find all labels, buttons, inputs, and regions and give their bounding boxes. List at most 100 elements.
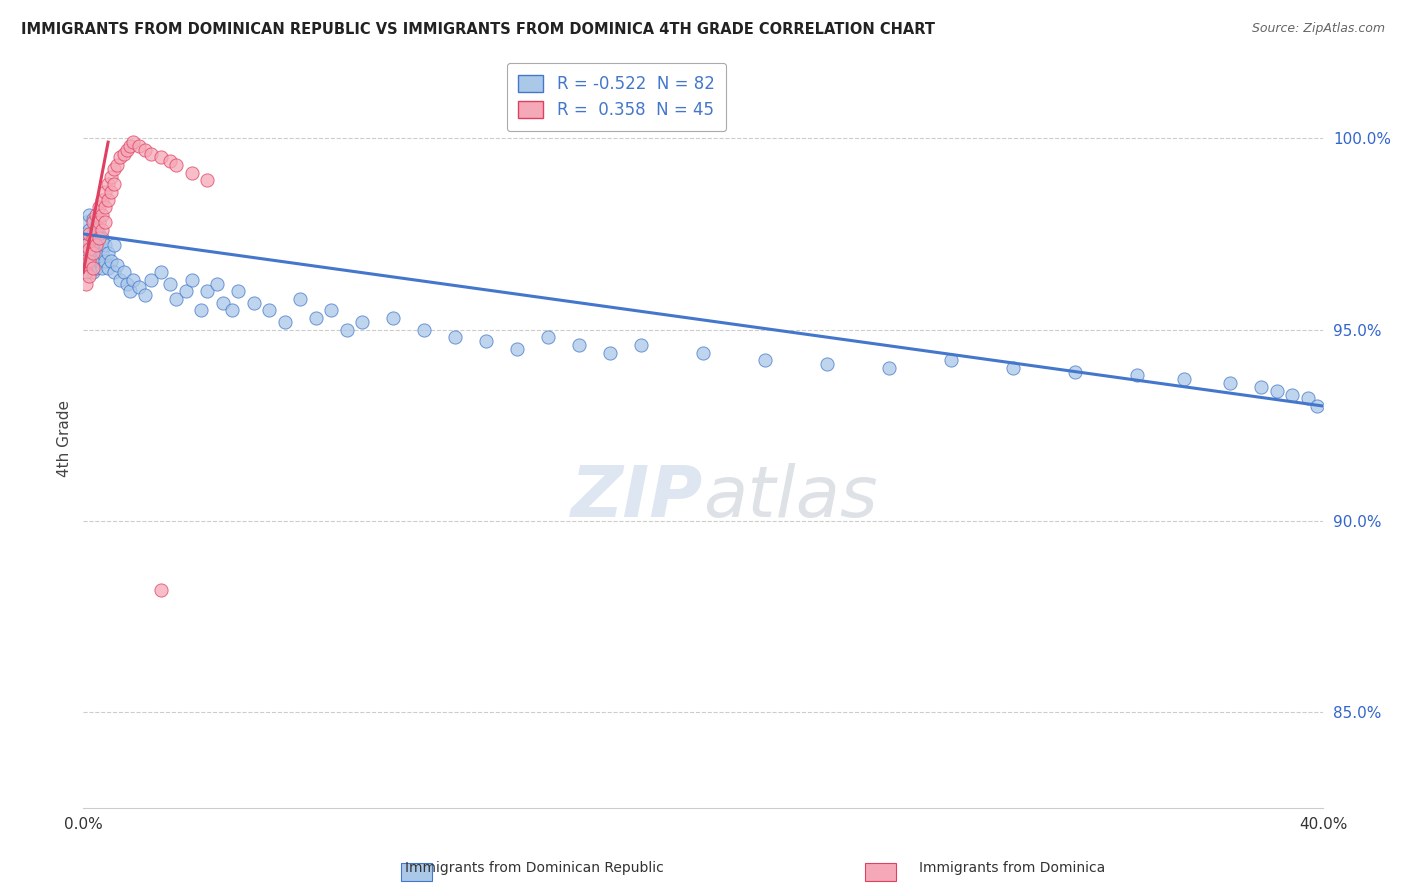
Point — [82, 231, 104, 245]
Point — [75, 238, 97, 252]
Point — [75, 215, 97, 229]
Point — [84, 231, 107, 245]
Point — [141, 273, 163, 287]
Point — [75, 238, 97, 252]
Point — [1306, 399, 1329, 413]
Point — [692, 345, 714, 359]
Point — [75, 253, 97, 268]
Point — [1126, 368, 1149, 383]
Point — [97, 246, 120, 260]
Point — [630, 338, 652, 352]
Point — [79, 235, 101, 249]
Point — [90, 223, 112, 237]
Point — [141, 146, 163, 161]
Point — [815, 357, 838, 371]
Point — [174, 285, 197, 299]
Point — [105, 158, 128, 172]
Point — [118, 285, 141, 299]
Point — [79, 258, 101, 272]
Point — [165, 158, 187, 172]
Point — [82, 215, 104, 229]
Point — [134, 288, 156, 302]
Point — [475, 334, 498, 348]
Point — [79, 223, 101, 237]
Point — [259, 303, 281, 318]
Point — [413, 322, 436, 336]
Point — [180, 273, 202, 287]
Point — [82, 242, 104, 256]
Point — [82, 265, 104, 279]
Point — [754, 353, 776, 368]
Point — [382, 311, 405, 326]
Point — [87, 215, 110, 229]
Point — [134, 143, 156, 157]
Point — [190, 303, 212, 318]
Point — [195, 173, 218, 187]
Point — [195, 285, 218, 299]
Text: IMMIGRANTS FROM DOMINICAN REPUBLIC VS IMMIGRANTS FROM DOMINICA 4TH GRADE CORRELA: IMMIGRANTS FROM DOMINICAN REPUBLIC VS IM… — [21, 22, 935, 37]
Text: atlas: atlas — [703, 463, 877, 533]
Point — [94, 185, 117, 199]
Point — [79, 253, 101, 268]
Point — [87, 231, 110, 245]
Point — [599, 345, 621, 359]
Point — [90, 261, 112, 276]
Point — [149, 150, 172, 164]
Point — [82, 227, 104, 241]
Point — [112, 265, 135, 279]
Point — [84, 246, 107, 260]
Point — [1219, 376, 1241, 390]
Point — [82, 253, 104, 268]
Point — [444, 330, 467, 344]
Point — [75, 265, 97, 279]
Point — [94, 215, 117, 229]
Point — [568, 338, 591, 352]
Point — [352, 315, 374, 329]
Point — [180, 166, 202, 180]
Point — [90, 231, 112, 245]
Point — [1296, 392, 1319, 406]
Point — [79, 208, 101, 222]
Point — [149, 265, 172, 279]
Point — [149, 582, 172, 597]
Point — [128, 139, 150, 153]
Point — [94, 253, 117, 268]
Point — [537, 330, 560, 344]
Point — [321, 303, 343, 318]
Point — [159, 277, 181, 291]
Point — [97, 261, 120, 276]
Point — [87, 238, 110, 252]
Point — [122, 135, 145, 149]
Y-axis label: 4th Grade: 4th Grade — [58, 401, 72, 477]
Point — [94, 200, 117, 214]
Point — [506, 342, 529, 356]
Point — [79, 242, 101, 256]
Point — [115, 143, 138, 157]
Point — [112, 146, 135, 161]
Point — [90, 208, 112, 222]
Point — [79, 268, 101, 283]
Point — [221, 303, 243, 318]
Point — [103, 161, 125, 176]
Point — [75, 277, 97, 291]
Point — [84, 219, 107, 234]
Point — [103, 178, 125, 192]
Text: ZIP: ZIP — [571, 463, 703, 533]
Point — [877, 360, 900, 375]
Point — [118, 139, 141, 153]
Point — [941, 353, 963, 368]
Point — [1250, 380, 1272, 394]
Point — [97, 193, 120, 207]
Point — [82, 246, 104, 260]
Point — [1064, 365, 1087, 379]
Point — [274, 315, 297, 329]
Point — [100, 185, 122, 199]
Point — [87, 227, 110, 241]
Point — [90, 246, 112, 260]
Point — [79, 246, 101, 260]
Point — [84, 261, 107, 276]
Point — [105, 258, 128, 272]
Point — [84, 223, 107, 237]
Point — [103, 238, 125, 252]
Point — [110, 273, 132, 287]
